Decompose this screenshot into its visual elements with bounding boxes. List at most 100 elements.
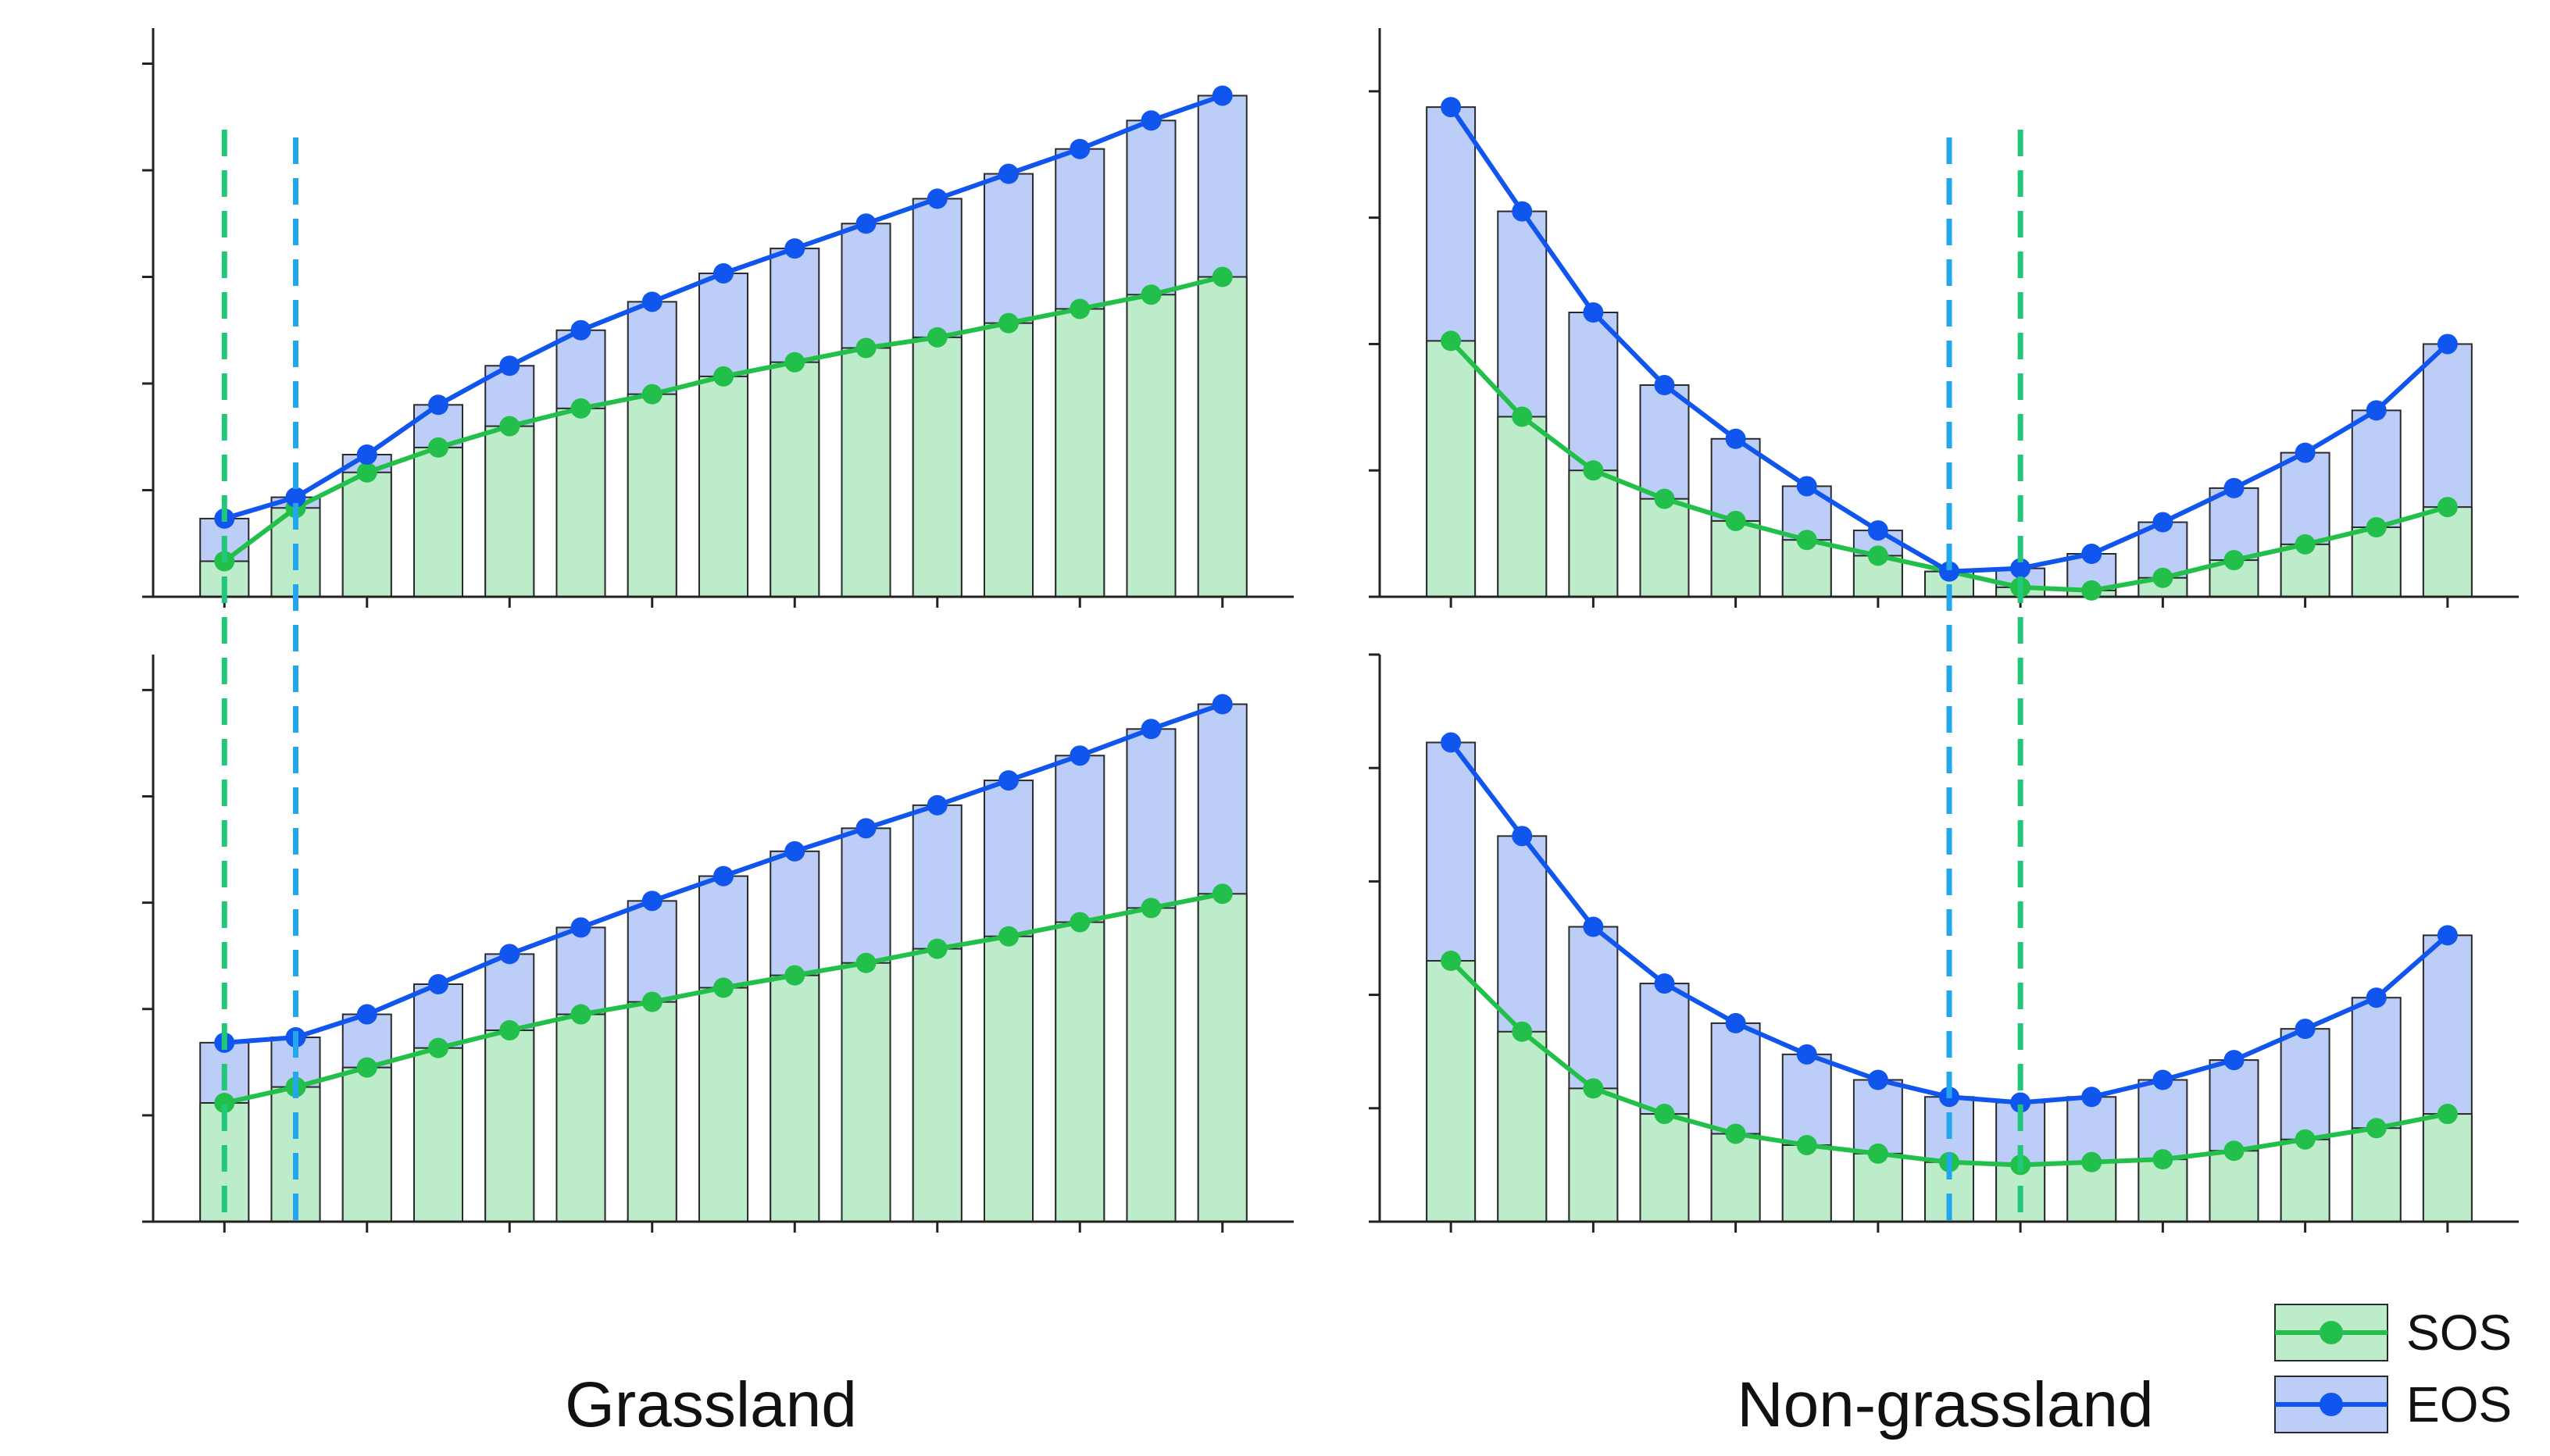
eos-point [784,238,805,259]
eos-point [1512,826,1533,847]
sos-bar [412,1047,464,1222]
eos-point [1654,375,1675,396]
sos-point [1583,460,1604,481]
sos-point [1212,266,1233,287]
sos-bar [1426,340,1477,598]
sos-point [214,1092,235,1113]
sos-bar [2280,1138,2330,1222]
eos-point [1725,428,1746,449]
sos-point [356,462,377,483]
sos-bar [983,322,1034,598]
panel-d [1369,653,2519,1233]
sos-point [784,965,805,986]
sos-point [1583,1078,1604,1099]
sos-point [1725,1123,1746,1144]
sos-point [499,1019,520,1040]
sos-point [998,926,1019,947]
sos-bar [1710,1133,1761,1222]
sos-bar [627,1001,677,1223]
sos-point [2366,1118,2387,1139]
sos-bar [841,347,891,598]
eos-point [1212,85,1233,106]
sos-bar [1710,519,1761,598]
sos-point [570,1004,591,1025]
sos-bar [698,987,749,1223]
eos-point [927,794,948,815]
eos-point [2295,1019,2316,1040]
eos-point [927,188,948,209]
sos-bar [1497,416,1548,598]
eos-point [1070,138,1091,159]
sos-bar [2209,1150,2259,1222]
eos-point [1583,302,1604,323]
sos-point [855,337,877,359]
sos-bar [770,974,820,1223]
sos-bar [1852,1152,1903,1223]
eos-point [1583,916,1604,937]
sos-bar [1055,308,1105,598]
sos-bar [1426,960,1477,1223]
eos-point [499,355,520,376]
sos-point [1512,406,1533,427]
sos-point [927,327,948,348]
sos-point [855,952,877,973]
sos-point [1654,1104,1675,1125]
panel-c [142,655,1294,1233]
sos-point [1212,883,1233,905]
sos-point [356,1057,377,1078]
eos-point [2437,925,2458,946]
sos-point [713,366,734,387]
sos-bar [698,375,749,598]
eos-point [1212,694,1233,715]
eos-point [855,213,877,234]
eos-point [1441,732,1462,753]
sos-bar [1055,921,1105,1223]
sos-point [1796,530,1817,551]
eos-point [784,840,805,862]
sos-point [2295,534,2316,555]
sos-bar [341,1066,392,1223]
eos-point [570,319,591,341]
sos-bar [412,446,464,598]
sos-bar [2351,1127,2402,1222]
sos-point [1070,298,1091,319]
sos-point [641,384,662,405]
sos-point [1070,912,1091,933]
eos-point [713,262,734,284]
sos-bar [341,471,392,598]
eos-point [1796,1044,1817,1065]
group-title-grassland: Grassland [565,1369,857,1440]
sos-bar [2351,526,2402,598]
sos-point [713,977,734,998]
panel-a [142,28,1294,608]
sos-bar [484,425,535,598]
eos-point [356,1004,377,1025]
sos-point [1796,1134,1817,1155]
sos-point [2437,497,2458,518]
eos-point [1654,973,1675,994]
sos-bar [1197,276,1248,598]
sos-bar [841,962,891,1222]
sos-bar [627,393,677,598]
eos-point [1796,476,1817,497]
sos-bar [1126,907,1177,1223]
sos-point [2223,1140,2245,1162]
sos-point [2223,550,2245,571]
eos-point [1512,201,1533,222]
sos-point [784,352,805,373]
sos-point [2366,517,2387,538]
legend-eos-marker [2320,1393,2343,1416]
sos-point [927,938,948,959]
panel-b [1369,28,2519,608]
sos-point [499,416,520,437]
sos-bar [1568,1087,1619,1223]
sos-point [428,1037,448,1058]
eos-point [2366,400,2387,421]
eos-point [499,944,520,965]
sos-bar [912,947,962,1223]
sos-bar [912,336,962,598]
sos-point [1654,488,1675,509]
sos-point [1441,951,1462,972]
eos-point [356,444,377,465]
